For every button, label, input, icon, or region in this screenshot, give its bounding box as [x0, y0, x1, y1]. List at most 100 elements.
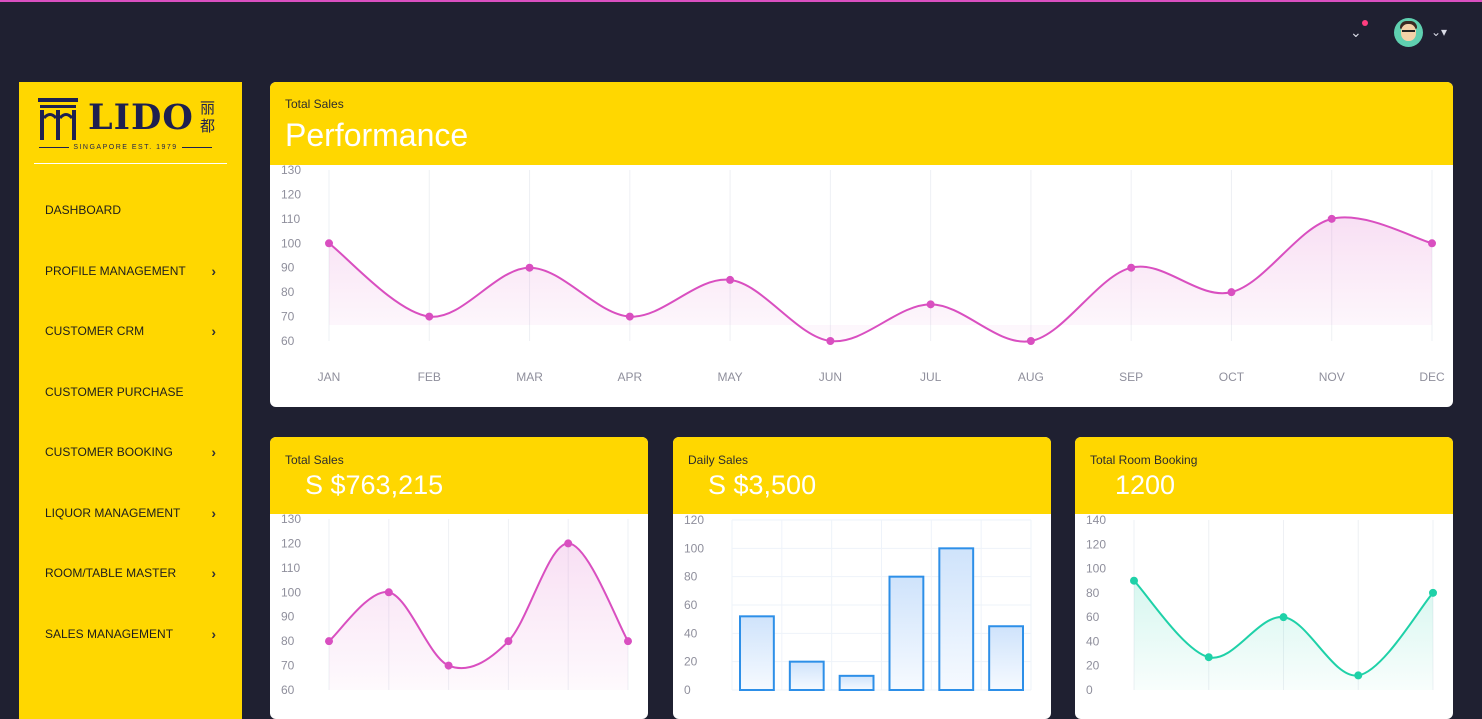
logo-tagline: SINGAPORE EST. 1979	[34, 144, 217, 151]
chevron-right-icon: ›	[211, 262, 216, 279]
card-label: Total Sales	[285, 453, 344, 467]
y-tick-label: 130	[281, 165, 301, 177]
y-tick-label: 130	[281, 514, 301, 526]
performance-card: Total Sales Performance 60 70 80 90 100 110 12…	[270, 82, 1453, 407]
lido-logo[interactable]: LIDO 丽都 SINGAPORE EST. 1979	[34, 94, 227, 164]
y-tick-label: 80	[1086, 586, 1100, 600]
sidebar-item-label: CUSTOMER CRM	[45, 324, 145, 339]
avatar-glasses	[1402, 30, 1415, 34]
avatar-face	[1401, 24, 1416, 41]
chevron-right-icon: ›	[211, 323, 216, 340]
y-tick-label: 140	[1086, 514, 1106, 527]
x-tick-label: DEC	[1419, 370, 1445, 384]
room-booking-card-header: Total Room Booking 1200	[1075, 437, 1453, 514]
data-point	[1204, 653, 1213, 662]
y-tick-label: 90	[281, 610, 295, 624]
performance-line-chart: 60 70 80 90 100 110 120 130 JAN FEB MAR APR MAY JUN JU…	[281, 165, 1445, 384]
top-accent-line	[0, 0, 1482, 2]
data-point	[504, 637, 513, 646]
x-tick-label: NOV	[1319, 370, 1345, 384]
y-tick-label: 70	[281, 310, 295, 324]
card-value: 1200	[1115, 470, 1176, 500]
sidebar-item-customer-purchase[interactable]: CUSTOMER PURCHASE	[19, 362, 242, 423]
y-tick-label: 120	[1086, 537, 1106, 551]
total-sales-card-header: Total Sales S $763,215	[270, 437, 648, 514]
data-point	[325, 239, 333, 248]
total-sales-line-chart: 60 70 80 90 100 110 120 130	[281, 514, 632, 697]
y-tick-label: 100	[1086, 562, 1106, 576]
data-point	[564, 539, 573, 548]
sidebar-item-label: CUSTOMER BOOKING	[45, 445, 173, 460]
sidebar-item-label: DASHBOARD	[45, 203, 122, 218]
sidebar-item-liquor-management[interactable]: LIQUOR MANAGEMENT ›	[19, 483, 242, 544]
x-tick-label: FEB	[418, 370, 441, 384]
sidebar-item-label: CUSTOMER PURCHASE	[45, 384, 184, 399]
x-tick-label: SEP	[1119, 370, 1143, 384]
data-point	[1354, 671, 1363, 680]
y-tick-label: 40	[684, 626, 698, 640]
data-point	[1428, 239, 1436, 248]
y-tick-label: 80	[281, 285, 295, 299]
sidebar-item-customer-booking[interactable]: CUSTOMER BOOKING ›	[19, 422, 242, 483]
y-tick-label: 0	[684, 683, 691, 697]
sidebar: LIDO 丽都 SINGAPORE EST. 1979 DASHBOARD PR…	[19, 82, 242, 719]
data-point	[1327, 214, 1336, 223]
y-tick-label: 40	[1086, 634, 1100, 648]
x-tick-label: JAN	[318, 370, 341, 384]
daily-sales-bar-chart: 0 20 40 60 80 100 120	[684, 514, 1032, 697]
x-tick-label: MAY	[718, 370, 743, 384]
y-tick-label: 60	[684, 598, 698, 612]
sidebar-item-profile-management[interactable]: PROFILE MANAGEMENT ›	[19, 241, 242, 302]
card-label: Daily Sales	[688, 453, 749, 467]
data-point	[1130, 576, 1138, 585]
y-tick-label: 100	[281, 585, 301, 599]
data-point	[625, 312, 634, 321]
chevron-right-icon: ›	[211, 565, 216, 582]
chevron-down-icon: ⌄	[1350, 24, 1362, 40]
y-tick-label: 60	[1086, 610, 1100, 624]
chevron-right-icon: ›	[211, 504, 216, 521]
card-label: Total Sales	[285, 97, 344, 111]
y-tick-label: 0	[1086, 683, 1093, 697]
data-point	[325, 637, 333, 646]
data-point	[1026, 337, 1035, 345]
sidebar-item-label: LIQUOR MANAGEMENT	[45, 505, 181, 520]
sidebar-item-label: SALES MANAGEMENT	[45, 626, 174, 641]
y-tick-label: 120	[281, 536, 301, 550]
card-label: Total Room Booking	[1090, 453, 1198, 467]
data-point	[826, 337, 835, 345]
y-tick-label: 80	[281, 634, 295, 648]
series-area	[1134, 580, 1433, 690]
y-tick-label: 60	[281, 683, 295, 697]
performance-card-header: Total Sales Performance	[270, 82, 1453, 165]
bar	[739, 615, 775, 691]
bar	[788, 660, 825, 692]
sidebar-item-dashboard[interactable]: DASHBOARD	[19, 180, 242, 241]
y-tick-label: 80	[684, 570, 698, 584]
y-tick-label: 120	[684, 514, 704, 527]
series-area	[329, 543, 628, 690]
logo-wordmark: LIDO	[88, 97, 194, 138]
x-tick-label: OCT	[1219, 370, 1245, 384]
sidebar-item-customer-crm[interactable]: CUSTOMER CRM ›	[19, 301, 242, 362]
y-tick-label: 70	[281, 659, 295, 673]
sidebar-item-room-table-master[interactable]: ROOM/TABLE MASTER ›	[19, 543, 242, 604]
notification-dot	[1362, 20, 1368, 26]
total-sales-card: Total Sales S $763,215 60 70 80 90 100 110 120…	[270, 437, 648, 719]
data-point	[1227, 288, 1236, 297]
y-tick-label: 100	[281, 236, 301, 250]
data-point	[1429, 588, 1437, 597]
data-point	[926, 300, 935, 309]
user-avatar-icon[interactable]	[1394, 18, 1423, 47]
room-booking-line-chart: 0 20 40 60 80 100 120 140	[1086, 514, 1437, 697]
y-tick-label: 110	[281, 561, 300, 575]
sidebar-item-sales-management[interactable]: SALES MANAGEMENT ›	[19, 604, 242, 665]
caret-down-icon[interactable]: ⌄▾	[1431, 25, 1448, 39]
notification-button[interactable]: ⌄	[1346, 20, 1370, 44]
room-booking-card: Total Room Booking 1200 0 20 40 60 80 100 120 1…	[1075, 437, 1453, 719]
logo-chinese: 丽都	[200, 100, 216, 135]
data-point	[1279, 613, 1288, 622]
y-tick-label: 20	[1086, 659, 1100, 673]
bar	[988, 625, 1024, 691]
sidebar-item-label: PROFILE MANAGEMENT	[45, 263, 186, 278]
